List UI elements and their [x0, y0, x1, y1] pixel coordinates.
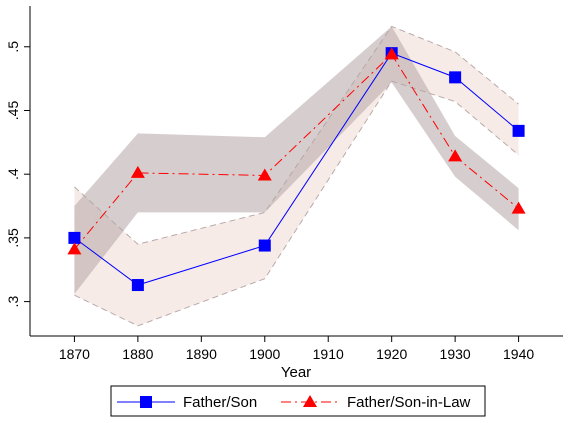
data-point-father-son-in-law-1930: [448, 149, 463, 162]
x-tick-label-1930: 1930: [440, 346, 471, 362]
data-point-father-son-in-law-1920: [384, 47, 399, 60]
series-lines: [74, 52, 519, 286]
x-tick-label-1910: 1910: [313, 346, 344, 362]
x-axis-title: Year: [281, 364, 311, 381]
y-tick-label-3: .45: [5, 101, 21, 121]
legend-marker-father-son: [140, 396, 152, 408]
legend-label-father-son: Father/Son: [183, 394, 257, 411]
data-point-father-son-in-law-1870: [67, 242, 82, 255]
series-line-father-son-in-law: [74, 53, 519, 250]
legend-box: [110, 385, 486, 417]
y-tick-label-1: .35: [5, 228, 21, 248]
ci-lower-father-son: [74, 80, 519, 327]
y-tick-label-2: .4: [5, 168, 21, 180]
y-tick-label-0: .3: [5, 296, 21, 308]
ci-band-father-son-in-law: [74, 26, 519, 294]
data-point-father-son-in-law-1940: [511, 201, 526, 214]
ci-upper-father-son: [74, 25, 519, 245]
y-tick-label-4: .5: [5, 41, 21, 53]
x-tick-label-1920: 1920: [376, 346, 407, 362]
data-point-father-son-in-law-1900: [257, 168, 272, 181]
x-tick-label-1880: 1880: [122, 346, 153, 362]
data-point-father-son-1930: [449, 71, 462, 84]
legend: Father/Son Father/Son-in-Law: [110, 385, 486, 417]
data-point-father-son-1900: [258, 239, 271, 252]
confidence-bands: [74, 25, 519, 327]
series-markers: [67, 47, 526, 292]
x-tick-label-1900: 1900: [249, 346, 280, 362]
x-tick-label-1940: 1940: [503, 346, 534, 362]
data-point-father-son-in-law-1880: [130, 165, 145, 178]
data-point-father-son-1870: [68, 231, 81, 244]
legend-marker-father-son-in-law: [303, 395, 317, 407]
x-tick-label-1890: 1890: [186, 346, 217, 362]
x-tick-label-1870: 1870: [59, 346, 90, 362]
axes: 1870 1880 1890 1900 1910 1920 1930 1940 .3 .35 .4.…: [5, 6, 563, 362]
legend-label-father-son-in-law: Father/Son-in-Law: [347, 394, 471, 411]
series-line-father-son: [74, 52, 519, 286]
data-point-father-son-1880: [131, 279, 144, 292]
data-point-father-son-1940: [512, 124, 525, 137]
